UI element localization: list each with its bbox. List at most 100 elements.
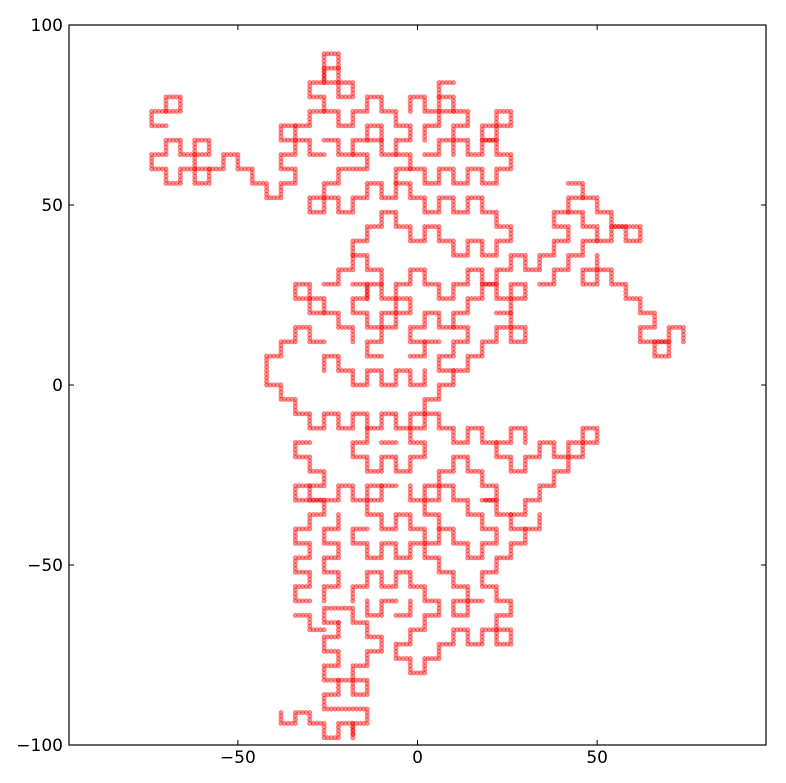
data-point (357, 310, 363, 316)
data-point (303, 540, 309, 546)
data-point (440, 195, 446, 201)
data-point (422, 353, 428, 359)
data-point (303, 411, 309, 417)
data-point (393, 152, 399, 158)
data-point (479, 576, 485, 582)
data-point (479, 249, 485, 255)
data-point (375, 634, 381, 640)
data-point (422, 544, 428, 550)
data-point (335, 490, 341, 496)
data-point (655, 339, 661, 345)
data-point (447, 641, 453, 647)
data-point (350, 206, 356, 212)
data-point (364, 342, 370, 348)
data-point (472, 152, 478, 158)
data-point (443, 94, 449, 100)
data-point (264, 184, 270, 190)
data-point (537, 526, 543, 532)
data-point (343, 166, 349, 172)
data-point (479, 202, 485, 208)
data-point (350, 494, 356, 500)
data-point (422, 411, 428, 417)
data-point (508, 292, 514, 298)
data-point (418, 238, 424, 244)
data-point (371, 497, 377, 503)
data-point (300, 497, 306, 503)
data-point (199, 152, 205, 158)
y-tick-label: −50 (27, 556, 63, 576)
data-point (335, 555, 341, 561)
data-point (335, 522, 341, 528)
data-point (375, 555, 381, 561)
data-point (429, 123, 435, 129)
data-point (332, 411, 338, 417)
data-point (242, 166, 248, 172)
data-point (350, 83, 356, 89)
data-point (310, 152, 316, 158)
data-point (285, 152, 291, 158)
data-point (450, 440, 456, 446)
data-point (504, 555, 510, 561)
data-point (407, 108, 413, 114)
data-point (379, 324, 385, 330)
data-point (465, 274, 471, 280)
data-point (425, 598, 431, 604)
data-point (407, 267, 413, 273)
data-point (508, 612, 514, 618)
data-point (404, 137, 410, 143)
data-point (364, 720, 370, 726)
data-point (314, 497, 320, 503)
data-point (267, 195, 273, 201)
data-point (472, 296, 478, 302)
data-point (350, 152, 356, 158)
data-point (529, 267, 535, 273)
data-point (494, 116, 500, 122)
data-point (648, 310, 654, 316)
data-point (450, 173, 456, 179)
data-point (666, 324, 672, 330)
data-point (422, 494, 428, 500)
data-point (465, 166, 471, 172)
data-point (307, 87, 313, 93)
data-point (465, 281, 471, 287)
data-point (609, 281, 615, 287)
data-point (332, 648, 338, 654)
data-point (192, 177, 198, 183)
data-point (343, 483, 349, 489)
data-point (321, 206, 327, 212)
data-point (436, 314, 442, 320)
data-point (314, 497, 320, 503)
data-point (393, 411, 399, 417)
data-point (350, 440, 356, 446)
data-point (494, 562, 500, 568)
data-point (379, 339, 385, 345)
data-point (300, 454, 306, 460)
data-point (407, 609, 413, 615)
data-point (609, 216, 615, 222)
data-point (508, 440, 514, 446)
data-point (436, 360, 442, 366)
data-point (167, 94, 173, 100)
data-point (436, 166, 442, 172)
data-point (551, 245, 557, 251)
data-point (494, 270, 500, 276)
data-point (296, 483, 302, 489)
data-point (379, 184, 385, 190)
data-point (206, 148, 212, 154)
data-point (436, 602, 442, 608)
data-point (278, 166, 284, 172)
data-point (580, 195, 586, 201)
data-point (307, 620, 313, 626)
data-point (364, 231, 370, 237)
data-point (271, 353, 277, 359)
data-point (310, 627, 316, 633)
data-point (461, 612, 467, 618)
data-point (292, 400, 298, 406)
data-point (422, 166, 428, 172)
data-point (260, 180, 266, 186)
data-point (422, 94, 428, 100)
data-point (350, 116, 356, 122)
data-point (422, 490, 428, 496)
data-point (436, 566, 442, 572)
data-point (353, 584, 359, 590)
